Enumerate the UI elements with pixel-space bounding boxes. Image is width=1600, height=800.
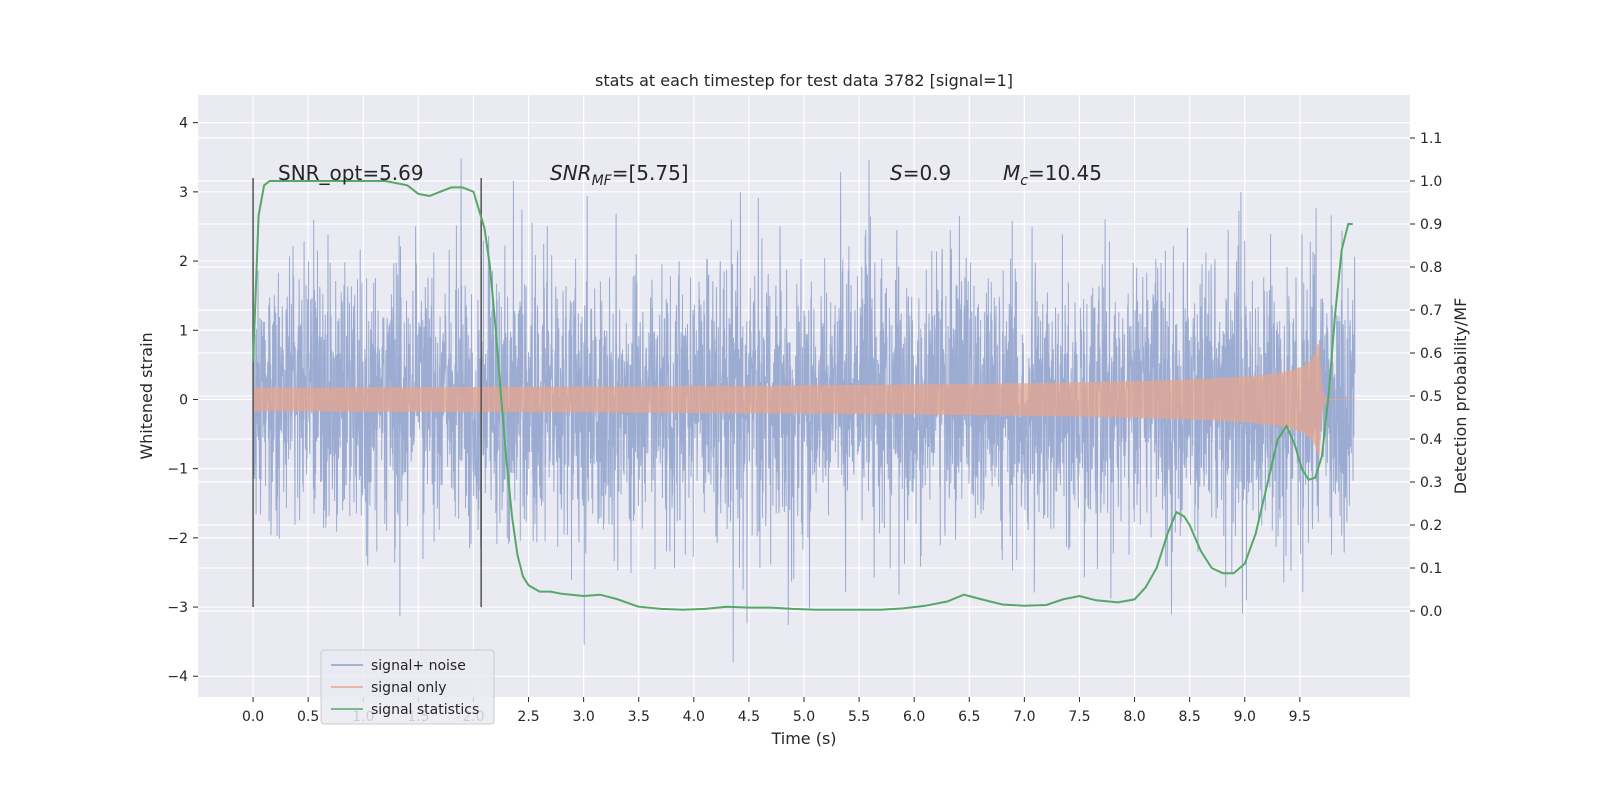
x-tick-label: 5.0 (793, 709, 815, 725)
segment-markers (252, 178, 482, 608)
y-right-tick-label: 0.3 (1420, 475, 1442, 491)
series-signal-only (252, 344, 1355, 455)
y-right-tick-label: 0.4 (1420, 432, 1442, 448)
x-tick-label: 8.5 (1179, 709, 1201, 725)
x-tick-label: 0.5 (297, 709, 319, 725)
legend: signal+ noise signal only signal statist… (320, 649, 495, 725)
x-tick-label: 5.5 (848, 709, 870, 725)
y-right-tick-label: 0.0 (1420, 604, 1442, 620)
y-left-tick-label: 0 (179, 392, 188, 408)
annotation-mc: Mc=10.45 (1003, 161, 1102, 189)
y-right-tick-label: 0.8 (1420, 260, 1442, 276)
annotation-mc-value: =10.45 (1028, 161, 1102, 185)
y-left-tick-label: 2 (179, 254, 188, 270)
annotation-snr-mf-subscript: MF (592, 173, 613, 189)
annotation-mc-subscript: c (1020, 173, 1028, 189)
x-tick-label: 7.5 (1068, 709, 1090, 725)
y-left-tick-label: −4 (167, 669, 188, 685)
x-tick-label: 4.0 (683, 709, 705, 725)
annotation-mc-symbol: M (1003, 161, 1020, 185)
annotation-snr-mf-value: =[5.75] (612, 161, 689, 185)
legend-box (320, 649, 495, 725)
y-left-tick-label: −1 (167, 462, 188, 478)
y-right-tick-label: 0.1 (1420, 561, 1442, 577)
legend-label-signal-plus-noise: signal+ noise (371, 658, 466, 674)
annotation-s: S=0.9 (890, 161, 951, 185)
annotation-s-symbol: S (890, 161, 903, 185)
annotations: SNR_opt=5.69 SNRMF=[5.75] S=0.9 Mc=10.45 (278, 161, 1102, 189)
annotation-s-value: =0.9 (903, 161, 952, 185)
x-tick-label: 7.0 (1013, 709, 1035, 725)
x-tick-label: 9.0 (1234, 709, 1256, 725)
statistics-trace (252, 180, 1353, 611)
annotation-snr-opt: SNR_opt=5.69 (278, 161, 424, 185)
y-left-tick-label: −3 (167, 600, 188, 616)
x-tick-label: 3.0 (573, 709, 595, 725)
y-right-tick-label: 0.6 (1420, 346, 1442, 362)
legend-label-signal-statistics: signal statistics (371, 702, 479, 718)
axis-ticks: 0.00.51.01.52.02.53.03.54.04.55.05.56.06… (167, 116, 1442, 725)
y-left-tick-label: 4 (179, 116, 188, 132)
x-tick-label: 4.5 (738, 709, 760, 725)
x-tick-label: 9.5 (1289, 709, 1311, 725)
x-tick-label: 6.5 (958, 709, 980, 725)
y-right-tick-label: 1.0 (1420, 174, 1442, 190)
y-left-tick-label: −2 (167, 531, 188, 547)
x-tick-label: 6.0 (903, 709, 925, 725)
chart-title: stats at each timestep for test data 378… (595, 71, 1013, 90)
annotation-snr-mf: SNRMF=[5.75] (550, 161, 689, 189)
y-right-tick-label: 0.9 (1420, 217, 1442, 233)
y-right-tick-label: 0.7 (1420, 303, 1442, 319)
x-axis-title: Time (s) (770, 729, 836, 748)
x-tick-label: 0.0 (242, 709, 264, 725)
y-axis-right-title: Detection probability/MF (1451, 298, 1470, 495)
x-tick-label: 2.5 (517, 709, 539, 725)
y-right-tick-label: 1.1 (1420, 131, 1442, 147)
y-right-tick-label: 0.5 (1420, 389, 1442, 405)
chirp-trace (252, 344, 1355, 455)
y-axis-left-title: Whitened strain (137, 332, 156, 459)
y-left-tick-label: 3 (179, 185, 188, 201)
series-signal-statistics (252, 180, 1353, 611)
y-right-tick-label: 0.2 (1420, 518, 1442, 534)
y-left-tick-label: 1 (179, 323, 188, 339)
legend-label-signal-only: signal only (371, 680, 446, 696)
annotation-snr-mf-symbol: SNR (550, 161, 592, 185)
x-tick-label: 3.5 (628, 709, 650, 725)
x-tick-label: 8.0 (1123, 709, 1145, 725)
